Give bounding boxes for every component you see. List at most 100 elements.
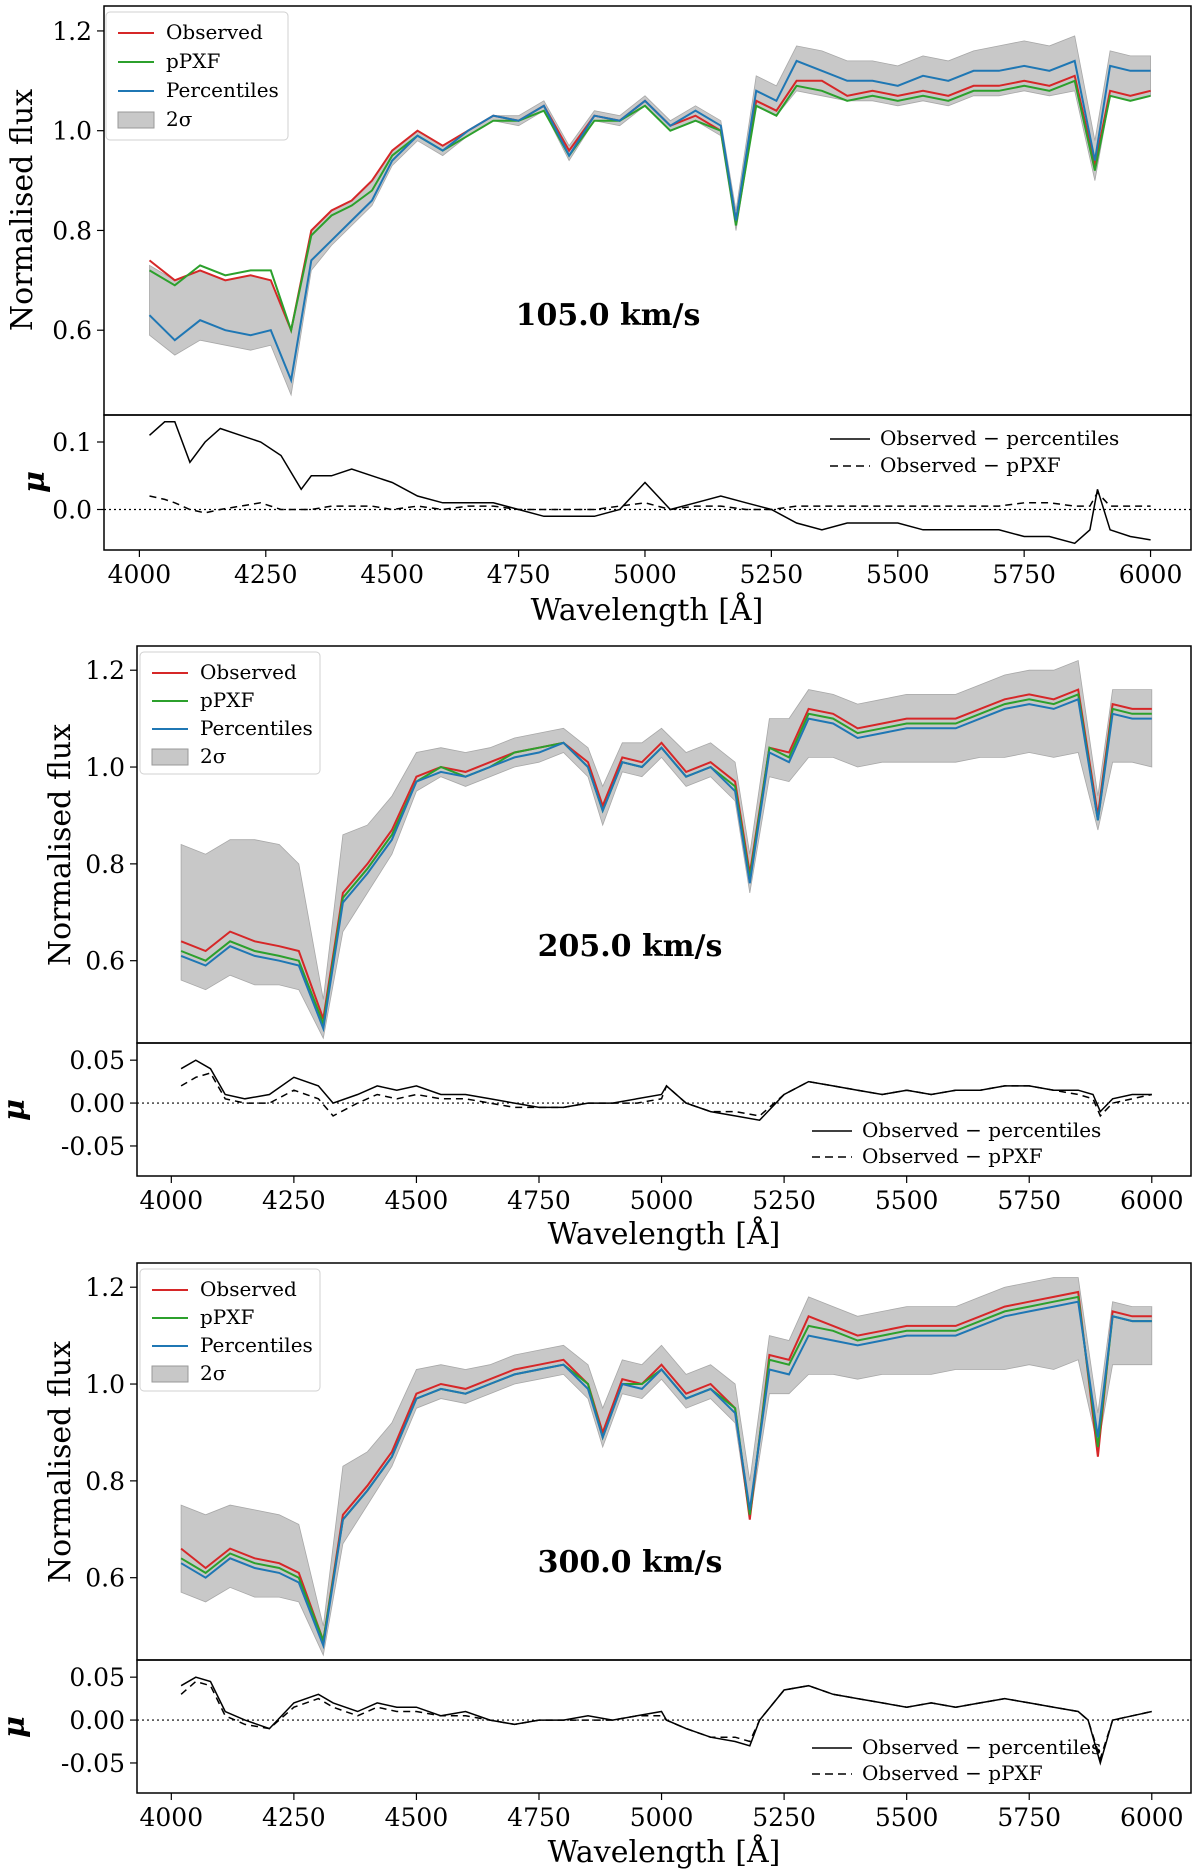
legend-top: Observed pPXF Percentiles 2σ [139,1268,321,1392]
residual-ppxf [180,1680,1152,1762]
x-tick-label: 4500 [385,1186,449,1215]
y-tick-label: 1.2 [85,1273,125,1302]
legend-band-swatch [151,1365,189,1383]
legend-ppxf: pPXF [166,49,220,73]
y-tick-label: 0.1 [52,428,92,457]
legend-box [105,11,289,141]
legend-ppxf: pPXF [200,1305,254,1329]
legend-solid: Observed − percentiles [880,426,1119,450]
legend-dashed: Observed − pPXF [880,453,1061,477]
y-tick-label: 1.0 [85,1370,125,1399]
x-tick-label: 5500 [866,560,930,589]
panel-105: 0.6 0.8 1.0 1.2 0.0 0.1 4000 4250 4500 4750 5000… [5,5,1192,628]
y-axis-label-top: Normalised flux [43,1341,78,1583]
legend-percentiles: Percentiles [200,1333,313,1357]
panel-205: 0.6 0.8 1.0 1.2 -0.05 0.00 0.05 4000 4250 4500 4… [0,645,1192,1252]
legend-bottom: Observed − percentiles Observed − pPXF [812,1735,1101,1785]
y-tick-label: 0.8 [85,1467,125,1496]
series-observed [180,688,1152,1020]
x-tick-label: 5250 [752,1803,816,1832]
x-axis-label: Wavelength [Å] [531,592,764,628]
y-tick-label: -0.05 [61,1132,125,1161]
legend-band: 2σ [200,1361,227,1385]
bottom-axes-frame [136,1042,1192,1177]
x-tick-label: 5000 [630,1186,694,1215]
y-tick-label: 0.0 [52,496,92,525]
y-axis-label-bottom: μ [0,1099,32,1121]
y-tick-label: 0.8 [85,850,125,879]
y-tick-label: 0.6 [85,947,125,976]
series-ppxf [148,79,1151,334]
x-tick-label: 4750 [507,1803,571,1832]
legend-solid: Observed − percentiles [862,1118,1101,1142]
x-tick-label: 5750 [997,1803,1061,1832]
x-tick-label: 4250 [262,1803,326,1832]
x-tick-label: 4000 [140,1803,204,1832]
x-axis-label: Wavelength [Å] [548,1834,781,1870]
legend-observed: Observed [200,1277,297,1301]
x-tick-label: 6000 [1120,1803,1184,1832]
legend-dashed: Observed − pPXF [862,1761,1043,1785]
x-tick-label: 4000 [140,1186,204,1215]
series-observed [180,1290,1152,1641]
legend-observed: Observed [166,20,263,44]
bottom-axes-frame [136,1659,1192,1794]
y-tick-label: 1.2 [52,17,92,46]
y-tick-label: 0.6 [52,316,92,345]
legend-band: 2σ [166,107,193,131]
y-tick-label: 0.6 [85,1564,125,1593]
legend-dashed: Observed − pPXF [862,1144,1043,1168]
velocity-annotation: 205.0 km/s [538,929,723,964]
bottom-axes-frame [103,414,1192,551]
x-tick-label: 4750 [487,560,551,589]
residual-ppxf [180,1072,1152,1118]
y-tick-label: 0.00 [69,1089,125,1118]
series-percentiles [180,697,1152,1033]
panel-300: 0.6 0.8 1.0 1.2 -0.05 0.00 0.05 4000 4250 4500 4… [0,1262,1192,1870]
y-tick-label: 1.0 [85,753,125,782]
x-tick-label: 6000 [1119,560,1183,589]
series-percentiles [148,59,1151,384]
x-axis-label: Wavelength [Å] [548,1216,781,1252]
x-tick-label: 5750 [997,1186,1061,1215]
legend-band-swatch [117,111,155,129]
x-tick-label: 5750 [992,560,1056,589]
y-tick-label: 0.05 [69,1663,125,1692]
residual-percentiles [180,1059,1152,1122]
y-axis-label-top: Normalised flux [43,724,78,966]
x-tick-label: 5500 [875,1803,939,1832]
x-tick-label: 5250 [752,1186,816,1215]
y-tick-label: 0.8 [52,216,92,245]
legend-band-swatch [151,748,189,766]
y-axis-label-top: Normalised flux [5,89,40,331]
legend-bottom: Observed − percentiles Observed − pPXF [812,1118,1101,1168]
legend-top: Observed pPXF Percentiles 2σ [105,11,289,141]
x-tick-label: 5250 [740,560,804,589]
y-axis-label-bottom: μ [17,471,52,493]
residual-ppxf [149,491,1151,514]
legend-box [139,651,321,775]
series-percentiles [180,1300,1152,1650]
x-tick-label: 4250 [234,560,298,589]
legend-percentiles: Percentiles [200,716,313,740]
legend-observed: Observed [200,660,297,684]
legend-top: Observed pPXF Percentiles 2σ [139,651,321,775]
y-axis-label-bottom: μ [0,1716,32,1738]
y-tick-label: 1.2 [85,656,125,685]
x-tick-label: 6000 [1120,1186,1184,1215]
legend-box [139,1268,321,1392]
legend-solid: Observed − percentiles [862,1735,1101,1759]
y-tick-label: 0.05 [69,1046,125,1075]
legend-ppxf: pPXF [200,688,254,712]
legend-bottom: Observed − percentiles Observed − pPXF [830,426,1119,477]
legend-percentiles: Percentiles [166,78,279,102]
x-tick-label: 4500 [360,560,424,589]
x-tick-label: 5000 [613,560,677,589]
y-tick-label: 0.00 [69,1706,125,1735]
x-tick-label: 5000 [630,1803,694,1832]
x-tick-label: 4750 [507,1186,571,1215]
residual-percentiles [149,421,1151,545]
sigma-band [180,1277,1153,1657]
x-tick-label: 4500 [385,1803,449,1832]
